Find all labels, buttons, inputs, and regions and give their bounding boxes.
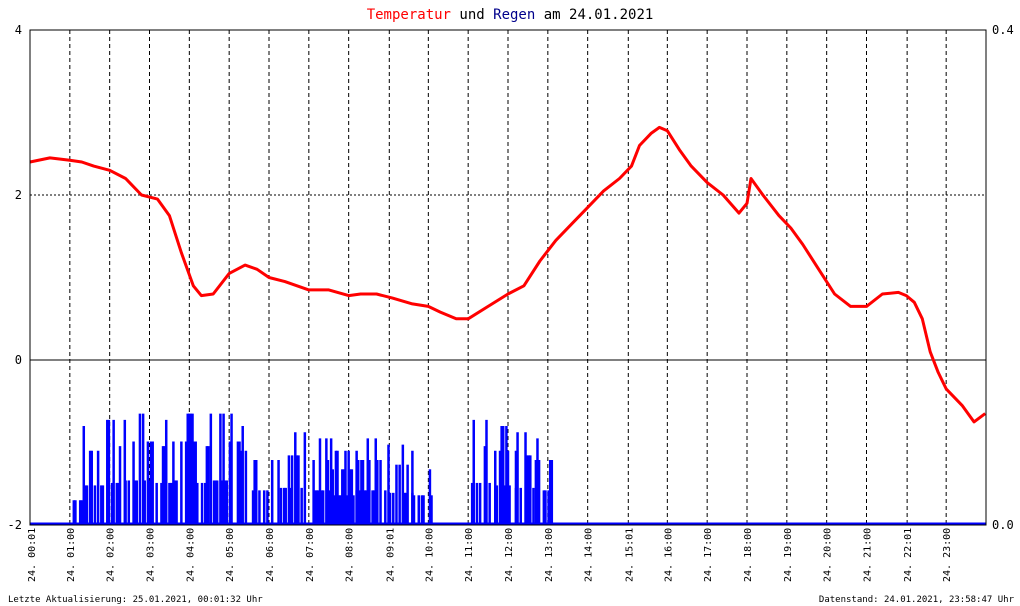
x-tick-label: 24. 02:00 — [106, 528, 117, 582]
chart-title: Temperatur und Regen am 24.01.2021 — [367, 7, 654, 23]
x-tick-label: 24. 21:00 — [863, 528, 874, 582]
x-tick-label: 24. 00:01 — [27, 528, 38, 582]
x-tick-label: 24. 10:00 — [424, 528, 435, 582]
rain-series — [30, 413, 986, 526]
y-left-tick-label: -2 — [8, 518, 22, 532]
x-tick-label: 24. 14:00 — [584, 528, 595, 582]
x-tick-label: 24. 06:00 — [265, 528, 276, 582]
footer-last-update: Letzte Aktualisierung: 25.01.2021, 00:01… — [8, 595, 263, 605]
y-right-tick-label: 0.0 — [992, 518, 1014, 532]
footer-data-status: Datenstand: 24.01.2021, 23:58:47 Uhr — [819, 595, 1015, 605]
x-tick-label: 24. 01:00 — [66, 528, 77, 582]
x-tick-label: 24. 03:00 — [146, 528, 157, 582]
x-tick-label: 24. 19:00 — [783, 528, 794, 582]
plot-frame — [29, 29, 987, 526]
x-tick-label: 24. 09:01 — [385, 528, 396, 582]
x-tick-label: 24. 04:00 — [185, 528, 196, 582]
x-tick-label: 24. 05:00 — [225, 528, 236, 582]
title-part: und — [451, 7, 493, 23]
temperature-series — [29, 125, 987, 424]
title-part: am 24.01.2021 — [535, 7, 653, 23]
y-right-axis: 0.4 0.0 — [992, 23, 1014, 532]
plot-border — [29, 29, 987, 526]
x-tick-label: 24. 18:00 — [743, 528, 754, 582]
y-left-tick-label: 2 — [15, 188, 22, 202]
y-left-tick-label: 0 — [15, 353, 22, 367]
title-part: Regen — [493, 7, 535, 23]
grid-lines — [30, 30, 986, 525]
x-tick-label: 24. 22:01 — [903, 528, 914, 582]
x-tick-label: 24. 17:00 — [703, 528, 714, 582]
y-left-tick-label: 4 — [15, 23, 22, 37]
temperature-line — [29, 125, 987, 424]
x-tick-label: 24. 23:00 — [942, 528, 953, 582]
x-tick-label: 24. 12:00 — [504, 528, 515, 582]
x-tick-label: 24. 16:00 — [663, 528, 674, 582]
x-tick-label: 24. 07:00 — [305, 528, 316, 582]
y-right-tick-label: 0.4 — [992, 23, 1014, 37]
x-tick-label: 24. 13:00 — [544, 528, 555, 582]
x-tick-label: 24. 20:00 — [823, 528, 834, 582]
x-axis-labels: 24. 00:01 24. 01:00 24. 02:00 24. 03:00 24. … — [27, 528, 953, 582]
title-part: Temperatur — [367, 7, 451, 23]
x-tick-label: 24. 15:01 — [624, 528, 635, 582]
x-tick-label: 24. 11:00 — [464, 528, 475, 582]
y-left-axis: 4 2 0 -2 — [8, 23, 22, 532]
x-tick-label: 24. 08:00 — [345, 528, 356, 582]
